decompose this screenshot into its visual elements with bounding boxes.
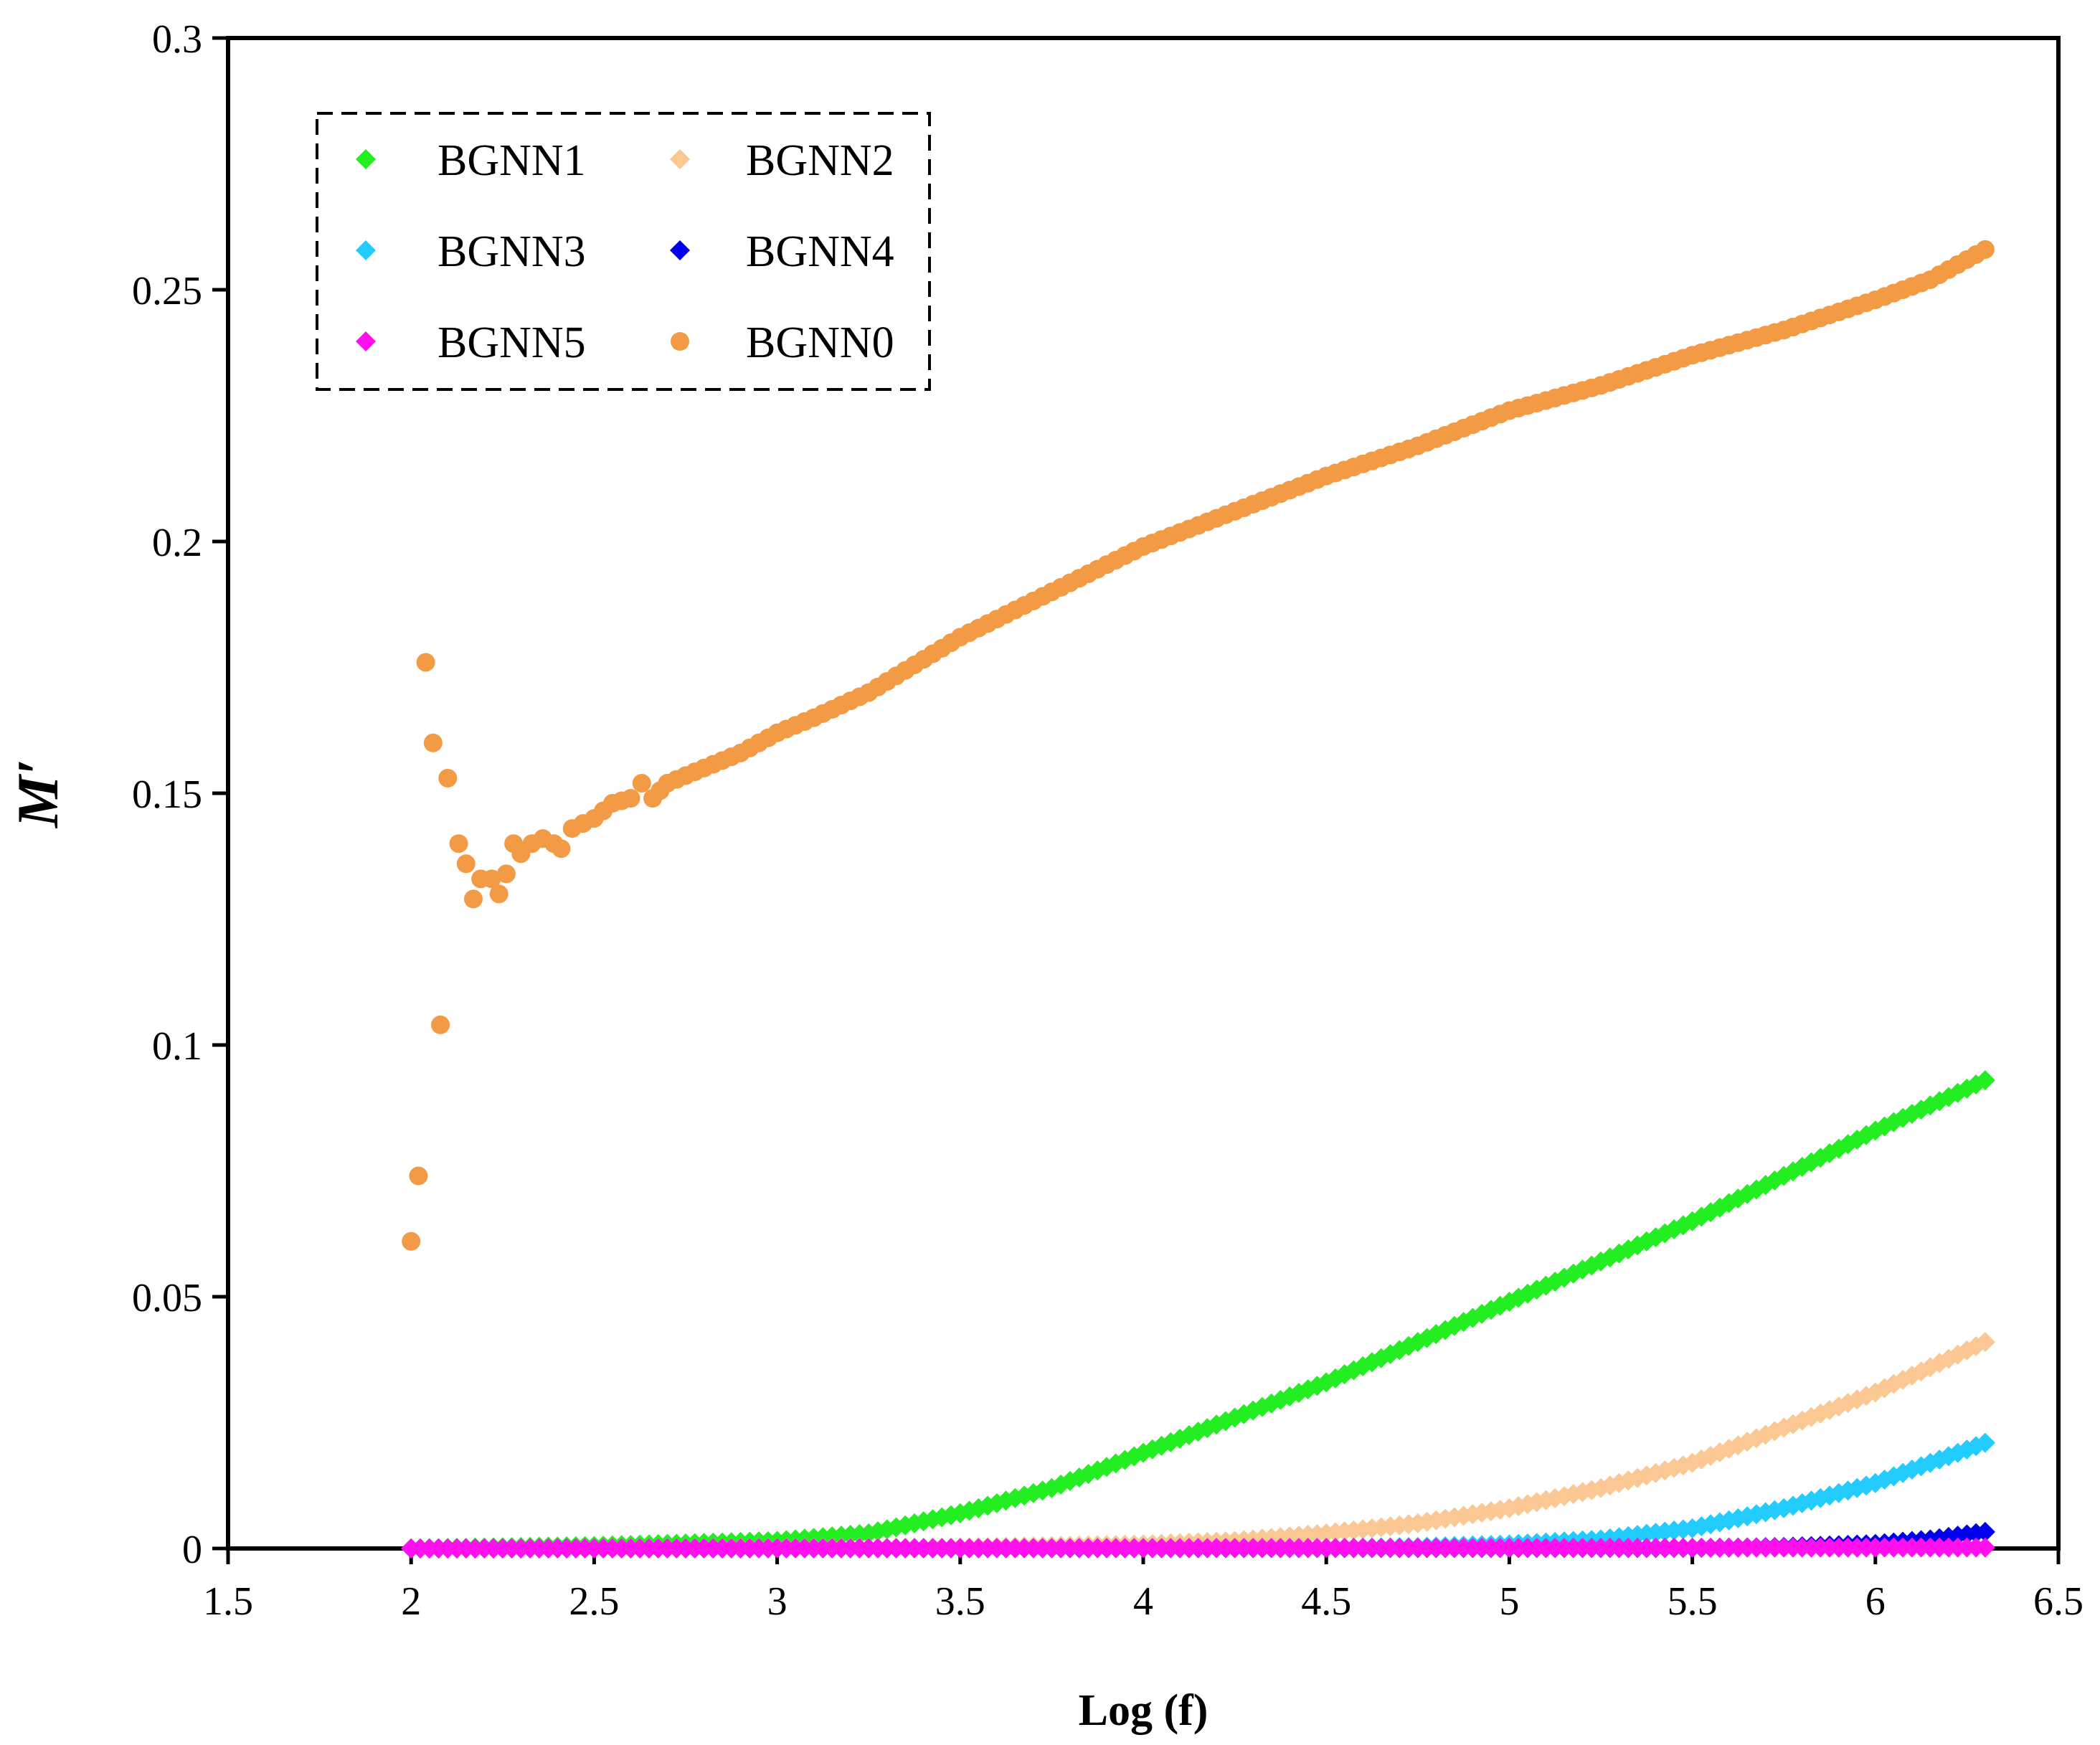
- y-tick-label: 0.25: [132, 269, 202, 313]
- data-point: [482, 869, 501, 889]
- data-point: [496, 864, 516, 884]
- legend-label: BGNN3: [438, 227, 586, 276]
- x-tick-label: 3: [767, 1579, 788, 1624]
- legend-items: BGNN1 BGNN2 BGNN3 BGNN4 BGNN5 BGNN0: [356, 136, 894, 367]
- y-tick-label: 0.1: [152, 1024, 202, 1069]
- y-axis-title: M′: [5, 759, 70, 829]
- x-tick-label: 2: [401, 1579, 421, 1624]
- data-point: [632, 773, 651, 793]
- data-point: [463, 889, 483, 909]
- series-bgnn1: [401, 1070, 1995, 1559]
- legend-marker: [356, 240, 376, 260]
- legend-item-bgnn0: BGNN0: [671, 318, 894, 367]
- legend-item-bgnn5: BGNN5: [356, 318, 586, 367]
- data-point: [1453, 1312, 1474, 1333]
- series-bgnn2: [401, 1332, 1995, 1559]
- data-point: [449, 834, 468, 853]
- legend-marker: [356, 331, 376, 351]
- legend-item-bgnn1: BGNN1: [356, 136, 586, 185]
- y-tick-label: 0.05: [132, 1276, 202, 1320]
- legend-marker: [670, 240, 690, 260]
- legend-item-bgnn3: BGNN3: [356, 227, 586, 276]
- data-point: [621, 789, 640, 808]
- x-tick-label: 4.5: [1301, 1579, 1351, 1624]
- legend-label: BGNN5: [438, 318, 586, 367]
- series-bgnn0: [402, 240, 1995, 1251]
- data-point: [456, 854, 476, 874]
- legend-label: BGNN2: [746, 136, 894, 185]
- x-tick-label: 1.5: [203, 1579, 253, 1624]
- y-tick-label: 0.3: [152, 17, 202, 62]
- legend-label: BGNN0: [746, 318, 894, 367]
- data-point: [1974, 1537, 1995, 1558]
- data-point: [438, 768, 458, 788]
- series-bgnn5: [401, 1537, 1995, 1559]
- data-point: [1975, 240, 1995, 259]
- data-point: [1883, 1466, 1904, 1487]
- data-point: [1974, 1521, 1995, 1542]
- legend-label: BGNN1: [438, 136, 586, 185]
- data-point: [416, 653, 435, 672]
- x-tick-label: 5: [1499, 1579, 1519, 1624]
- data-point: [409, 1166, 428, 1186]
- data-point: [1974, 1432, 1995, 1453]
- x-tick-label: 4: [1133, 1579, 1153, 1624]
- x-tick-label: 6: [1865, 1579, 1886, 1624]
- data-point: [1974, 1332, 1995, 1353]
- y-tick-label: 0: [182, 1528, 202, 1572]
- x-tick-label: 6.5: [2033, 1579, 2084, 1624]
- legend-label: BGNN4: [746, 227, 894, 276]
- data-point: [423, 733, 443, 752]
- legend-marker: [670, 149, 690, 169]
- data-point: [1453, 1505, 1474, 1526]
- y-axis: 0 0.05 0.1 0.15 0.2 0.25 0.3: [132, 17, 228, 1572]
- y-tick-label: 0.2: [152, 521, 202, 565]
- y-tick-label: 0.15: [132, 772, 202, 817]
- x-axis-title: Log (f): [1079, 1686, 1209, 1735]
- data-point: [1974, 1070, 1995, 1091]
- x-tick-label: 2.5: [569, 1579, 619, 1624]
- data-point: [489, 884, 509, 904]
- data-point: [431, 1015, 450, 1034]
- data-point: [402, 1231, 421, 1251]
- legend-marker: [356, 149, 376, 169]
- series-layer: [401, 240, 1995, 1559]
- legend: BGNN1 BGNN2 BGNN3 BGNN4 BGNN5 BGNN0: [316, 112, 931, 391]
- legend-item-bgnn4: BGNN4: [670, 227, 894, 276]
- data-point: [552, 839, 571, 859]
- x-axis: 1.5 2 2.5 3 3.5 4 4.5 5 5.5 6 6.5: [203, 1548, 2084, 1624]
- legend-item-bgnn2: BGNN2: [670, 136, 894, 185]
- x-tick-label: 5.5: [1668, 1579, 1718, 1624]
- x-tick-label: 3.5: [935, 1579, 985, 1624]
- legend-box: [316, 112, 931, 391]
- legend-marker: [671, 332, 689, 351]
